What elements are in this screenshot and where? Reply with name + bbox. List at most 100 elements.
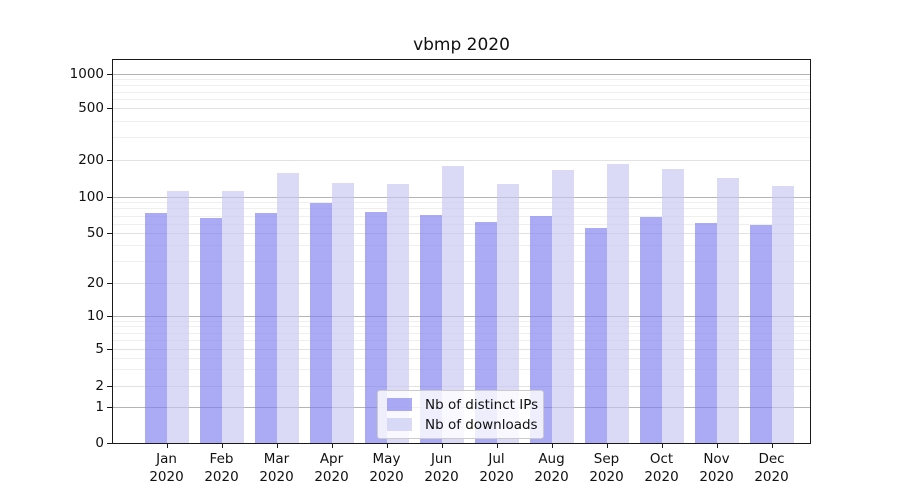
x-tick-label: Jun 2020 — [410, 451, 474, 486]
y-tick-mark — [107, 349, 112, 350]
y-tick-mark — [107, 108, 112, 109]
y-gridline-minor — [113, 121, 810, 122]
y-tick-mark — [107, 443, 112, 444]
legend-item: Nb of downloads — [386, 416, 538, 433]
x-tick-mark — [387, 444, 388, 448]
y-gridline-minor — [113, 79, 810, 80]
legend-label: Nb of distinct IPs — [425, 396, 539, 413]
x-tick-label: Jul 2020 — [465, 451, 529, 486]
x-tick-mark — [772, 444, 773, 448]
x-tick-label: Aug 2020 — [520, 451, 584, 486]
y-tick-label: 20 — [86, 274, 104, 291]
y-tick-label: 1 — [95, 399, 104, 416]
x-tick-label-year: 2020 — [644, 468, 679, 485]
bar-distinct-ips — [694, 222, 717, 443]
x-tick-mark — [497, 444, 498, 448]
x-tick-label-year: 2020 — [369, 468, 404, 485]
y-tick-mark — [107, 283, 112, 284]
bar-distinct-ips — [419, 214, 442, 443]
x-tick-label-month: Feb — [209, 451, 234, 467]
bar-downloads — [441, 166, 464, 443]
y-tick-mark — [107, 160, 112, 161]
bar-distinct-ips — [199, 217, 222, 443]
x-tick-label-month: Mar — [263, 451, 290, 467]
x-tick-label: Nov 2020 — [685, 451, 749, 486]
x-tick-label-month: Dec — [758, 451, 785, 467]
x-tick-label-year: 2020 — [204, 468, 239, 485]
legend-item: Nb of distinct IPs — [386, 396, 539, 413]
x-tick-mark — [552, 444, 553, 448]
bar-downloads — [551, 170, 574, 443]
x-tick-label-month: Apr — [319, 451, 344, 467]
bar-downloads — [221, 190, 244, 443]
x-tick-mark — [607, 444, 608, 448]
bar-distinct-ips — [749, 225, 772, 443]
bar-downloads — [716, 178, 739, 443]
x-tick-mark — [222, 444, 223, 448]
x-tick-label-month: May — [372, 451, 401, 467]
bar-downloads — [771, 186, 794, 443]
x-tick-label: May 2020 — [355, 451, 419, 486]
y-tick-label: 10 — [86, 307, 104, 324]
x-tick-label: Apr 2020 — [300, 451, 364, 486]
y-tick-mark — [107, 233, 112, 234]
bar-distinct-ips — [529, 216, 552, 443]
x-tick-label-year: 2020 — [259, 468, 294, 485]
x-tick-label: Feb 2020 — [190, 451, 254, 486]
x-tick-label: Dec 2020 — [740, 451, 804, 486]
y-gridline — [113, 160, 810, 161]
x-tick-label-year: 2020 — [149, 468, 184, 485]
y-gridline-minor — [113, 92, 810, 93]
x-tick-label-year: 2020 — [754, 468, 789, 485]
legend-swatch-distinct-ips — [387, 398, 412, 411]
y-tick-label: 1000 — [69, 66, 104, 82]
bar-downloads — [166, 190, 189, 443]
bar-downloads — [386, 184, 409, 443]
bar-downloads — [606, 164, 629, 443]
x-tick-label-month: Jun — [430, 451, 453, 467]
x-tick-label-month: Jan — [156, 451, 177, 467]
y-tick-label: 5 — [95, 341, 104, 357]
x-tick-label: Jan 2020 — [135, 451, 199, 486]
y-tick-mark — [107, 316, 112, 317]
plot-area — [112, 59, 811, 444]
y-gridline-minor — [113, 137, 810, 138]
bar-distinct-ips — [144, 212, 167, 443]
x-tick-mark — [662, 444, 663, 448]
bar-distinct-ips — [309, 203, 332, 443]
bar-distinct-ips — [364, 211, 387, 443]
y-gridline — [113, 108, 810, 109]
x-tick-mark — [442, 444, 443, 448]
x-tick-label-month: Sep — [593, 451, 620, 467]
y-tick-label: 100 — [78, 188, 104, 205]
x-tick-label-year: 2020 — [314, 468, 349, 485]
x-tick-label: Oct 2020 — [630, 451, 694, 486]
x-tick-label-year: 2020 — [479, 468, 514, 485]
x-tick-label-month: Nov — [703, 451, 730, 467]
bar-downloads — [276, 172, 299, 443]
x-tick-mark — [717, 444, 718, 448]
x-tick-label: Sep 2020 — [575, 451, 639, 486]
legend-label: Nb of downloads — [425, 416, 538, 433]
x-tick-label-year: 2020 — [699, 468, 734, 485]
x-tick-label-month: Jul — [488, 451, 505, 467]
x-tick-label: Mar 2020 — [245, 451, 309, 486]
x-tick-mark — [332, 444, 333, 448]
y-tick-mark — [107, 407, 112, 408]
x-tick-label-year: 2020 — [534, 468, 569, 485]
x-tick-label-year: 2020 — [589, 468, 624, 485]
x-tick-label-month: Aug — [538, 451, 565, 467]
y-gridline-minor — [113, 85, 810, 86]
y-tick-label: 50 — [86, 225, 104, 242]
chart-title: vbmp 2020 — [413, 35, 510, 55]
bar-distinct-ips — [474, 221, 497, 443]
y-tick-label: 0 — [95, 435, 104, 451]
y-tick-mark — [107, 197, 112, 198]
bar-downloads — [496, 183, 519, 443]
x-tick-mark — [167, 444, 168, 448]
bar-distinct-ips — [254, 213, 277, 443]
bar-downloads — [331, 182, 354, 443]
x-tick-mark — [277, 444, 278, 448]
x-tick-label-month: Oct — [649, 451, 674, 467]
